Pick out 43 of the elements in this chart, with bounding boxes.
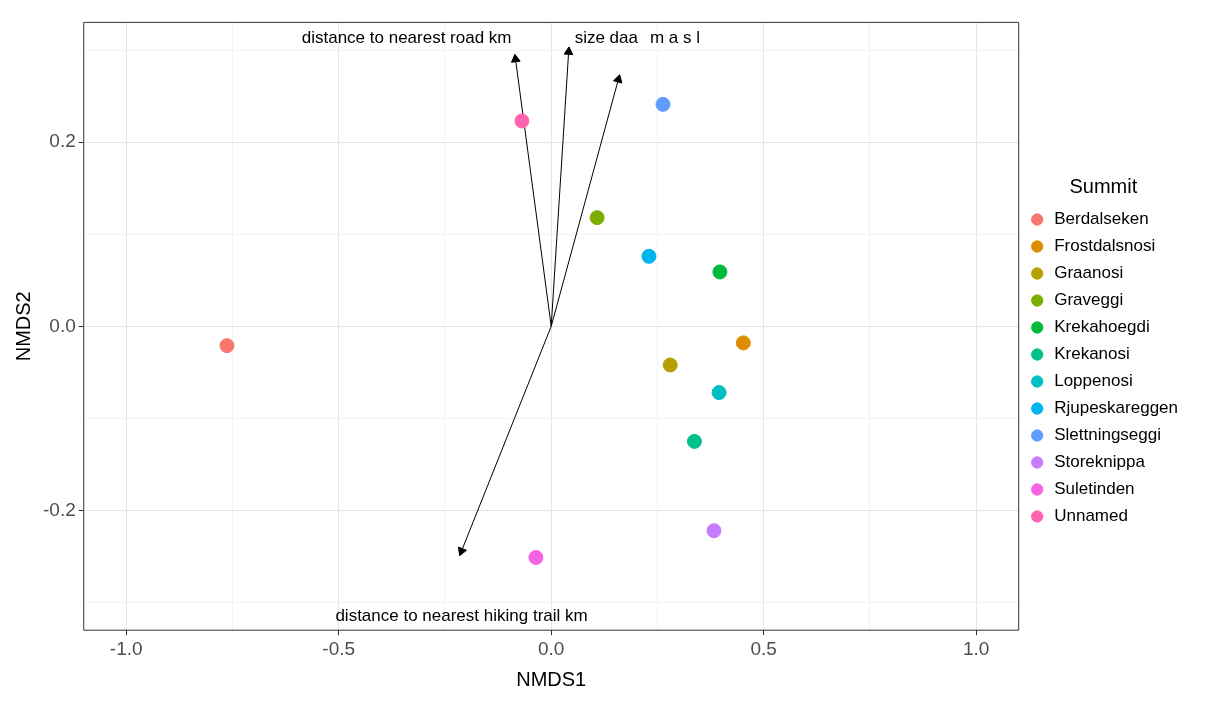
point <box>662 357 678 373</box>
point <box>641 248 657 264</box>
y-tick-label: -0.2 <box>42 498 76 520</box>
annotation: distance to nearest road km <box>301 28 512 48</box>
point <box>514 113 530 129</box>
legend-label: Slettningseggi <box>1054 425 1162 445</box>
legend-label: Krekanosi <box>1054 344 1130 364</box>
point <box>735 335 751 351</box>
annotation: size daa <box>574 28 639 48</box>
annotation: distance to nearest hiking trail km <box>335 605 588 625</box>
x-tick-label: 1.0 <box>962 637 990 659</box>
legend-label: Graanosi <box>1054 263 1124 283</box>
annotation: m a s l <box>649 28 701 48</box>
x-tick-label: 0.5 <box>750 637 777 659</box>
point <box>589 210 605 226</box>
point <box>712 264 728 280</box>
point <box>655 96 671 112</box>
x-tick-label: -1.0 <box>109 637 143 659</box>
point <box>511 53 521 63</box>
legend-label: Berdalseken <box>1054 209 1149 229</box>
point <box>711 385 727 401</box>
point <box>528 549 544 565</box>
x-tick-label: 0.0 <box>538 637 565 659</box>
point <box>457 546 467 557</box>
legend-label: Frostdalsnosi <box>1054 236 1156 256</box>
legend-label: Loppenosi <box>1054 371 1133 391</box>
y-tick-label: 0.0 <box>49 314 76 336</box>
point <box>613 74 623 84</box>
point <box>219 338 235 354</box>
x-tick-label: -0.5 <box>322 637 356 659</box>
legend-label: Unnamed <box>1054 506 1128 526</box>
legend-label: Rjupeskareggen <box>1054 398 1179 418</box>
legend-label: Graveggi <box>1054 290 1124 310</box>
y-axis-title: NMDS2 <box>11 291 34 362</box>
legend-label: Suletinden <box>1054 479 1135 499</box>
x-axis-title: NMDS1 <box>516 667 587 690</box>
point <box>686 433 702 449</box>
y-tick-label: 0.2 <box>49 130 76 152</box>
point <box>563 46 574 56</box>
legend-label: Krekahoegdi <box>1054 317 1150 337</box>
point <box>706 523 722 539</box>
legend-title: Summit <box>1069 174 1138 197</box>
legend-label: Storeknippa <box>1054 452 1146 472</box>
